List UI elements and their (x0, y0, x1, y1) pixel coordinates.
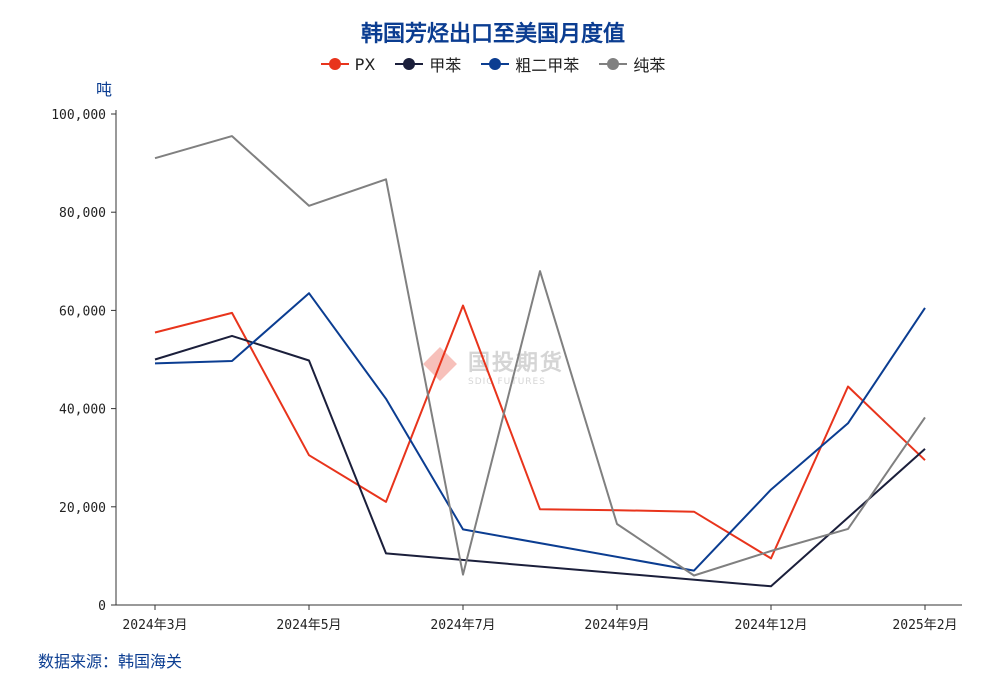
x-tick-label: 2024年7月 (430, 618, 495, 633)
legend-label-px: PX (354, 54, 376, 74)
legend-item-px[interactable]: PX (320, 52, 376, 76)
y-tick-label: 40,000 (59, 403, 106, 418)
y-tick-label: 60,000 (59, 304, 106, 319)
legend-marker-toluene (395, 57, 424, 71)
series-line-benzene (154, 135, 926, 577)
y-tick-label: 20,000 (59, 501, 106, 516)
watermark-subtext: SDIC FUTURES (468, 377, 546, 387)
chart-title: 韩国芳烃出口至美国月度值 (360, 22, 625, 47)
legend-label-mixed-xylene: 粗二甲苯 (515, 56, 580, 75)
y-tick-label: 80,000 (59, 206, 106, 221)
legend-item-benzene[interactable]: 纯苯 (599, 52, 665, 76)
legend-item-toluene[interactable]: 甲苯 (395, 52, 461, 76)
legend-marker-benzene (599, 57, 628, 71)
legend-label-toluene: 甲苯 (429, 56, 462, 75)
legend-item-mixed-xylene[interactable]: 粗二甲苯 (481, 52, 579, 76)
x-tick-label: 2025年2月 (892, 618, 957, 633)
x-tick-label: 2024年3月 (122, 618, 187, 633)
x-tick-label: 2024年9月 (584, 618, 649, 633)
x-tick-label: 2024年5月 (276, 618, 341, 633)
legend-marker-mixed-xylene (481, 57, 510, 71)
legend: PX 甲苯 粗二甲苯 纯苯 (0, 52, 986, 76)
data-source: 数据来源：韩国海关 (38, 652, 183, 671)
y-axis-unit: 吨 (96, 80, 113, 99)
y-tick-label: 100,000 (51, 108, 106, 123)
series-line-px (154, 304, 926, 560)
series-line-toluene (154, 334, 926, 588)
series-line-mixed-xylene (154, 292, 926, 572)
y-tick-label: 0 (98, 599, 106, 614)
legend-marker-px (320, 57, 349, 71)
legend-label-benzene: 纯苯 (633, 56, 666, 75)
x-tick-label: 2024年12月 (735, 618, 808, 633)
